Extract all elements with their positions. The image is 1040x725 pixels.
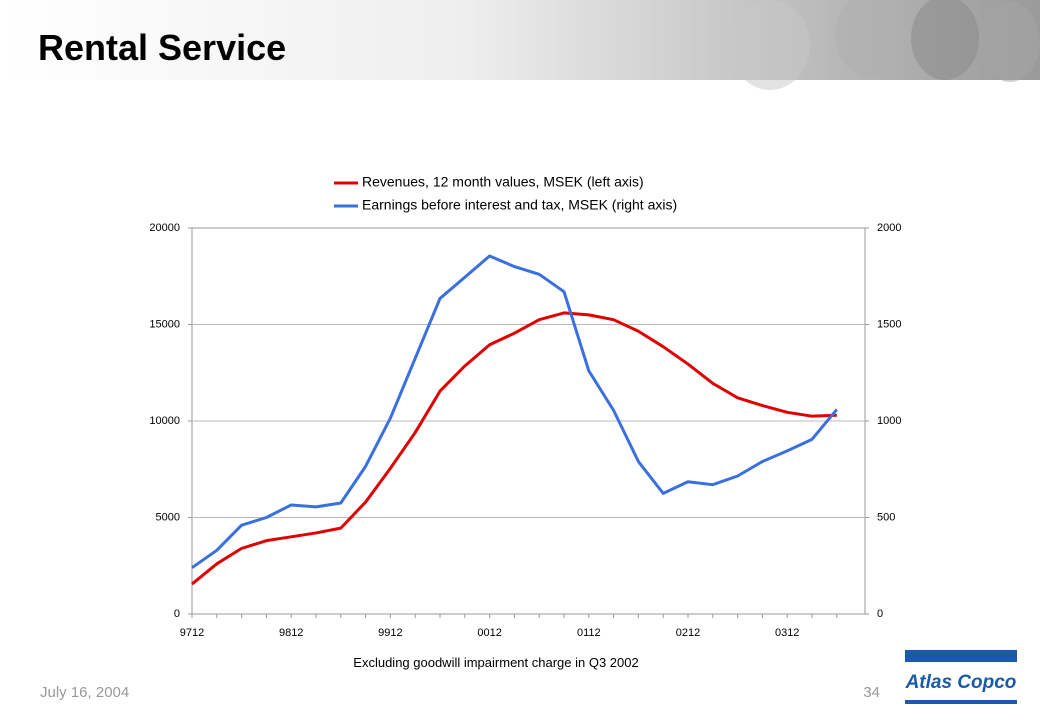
x-tick-label: 9712 (180, 627, 204, 639)
x-tick-label: 9912 (378, 627, 402, 639)
footnote: Excluding goodwill impairment charge in … (353, 655, 638, 670)
y-tick-label: 20000 (149, 222, 180, 234)
x-tick-label: 0012 (477, 627, 501, 639)
header-photos (730, 0, 1040, 90)
logo-bar (905, 650, 1017, 662)
y-tick-label: 15000 (149, 318, 180, 330)
legend-label: Earnings before interest and tax, MSEK (… (362, 197, 677, 213)
x-tick-label: 9812 (279, 627, 303, 639)
y2-tick-label: 2000 (877, 222, 901, 234)
page-number: 34 (863, 684, 880, 701)
slide-title: Rental Service (38, 27, 286, 68)
x-tick-label: 0212 (676, 627, 700, 639)
y-tick-label: 0 (174, 608, 180, 620)
x-tick-label: 0112 (577, 627, 601, 639)
x-tick-label: 0312 (775, 627, 799, 639)
logo-bar (905, 700, 1017, 704)
logo: Atlas Copco (905, 672, 1017, 693)
y2-tick-label: 500 (877, 511, 895, 523)
y2-tick-label: 1500 (877, 318, 901, 330)
y2-tick-label: 0 (877, 608, 883, 620)
y-tick-label: 5000 (156, 511, 180, 523)
legend-label: Revenues, 12 month values, MSEK (left ax… (362, 174, 644, 190)
y2-tick-label: 1000 (877, 415, 901, 427)
series-line (191, 311, 837, 586)
y-tick-label: 10000 (149, 415, 180, 427)
date: July 16, 2004 (40, 684, 129, 701)
series-line (191, 254, 838, 569)
